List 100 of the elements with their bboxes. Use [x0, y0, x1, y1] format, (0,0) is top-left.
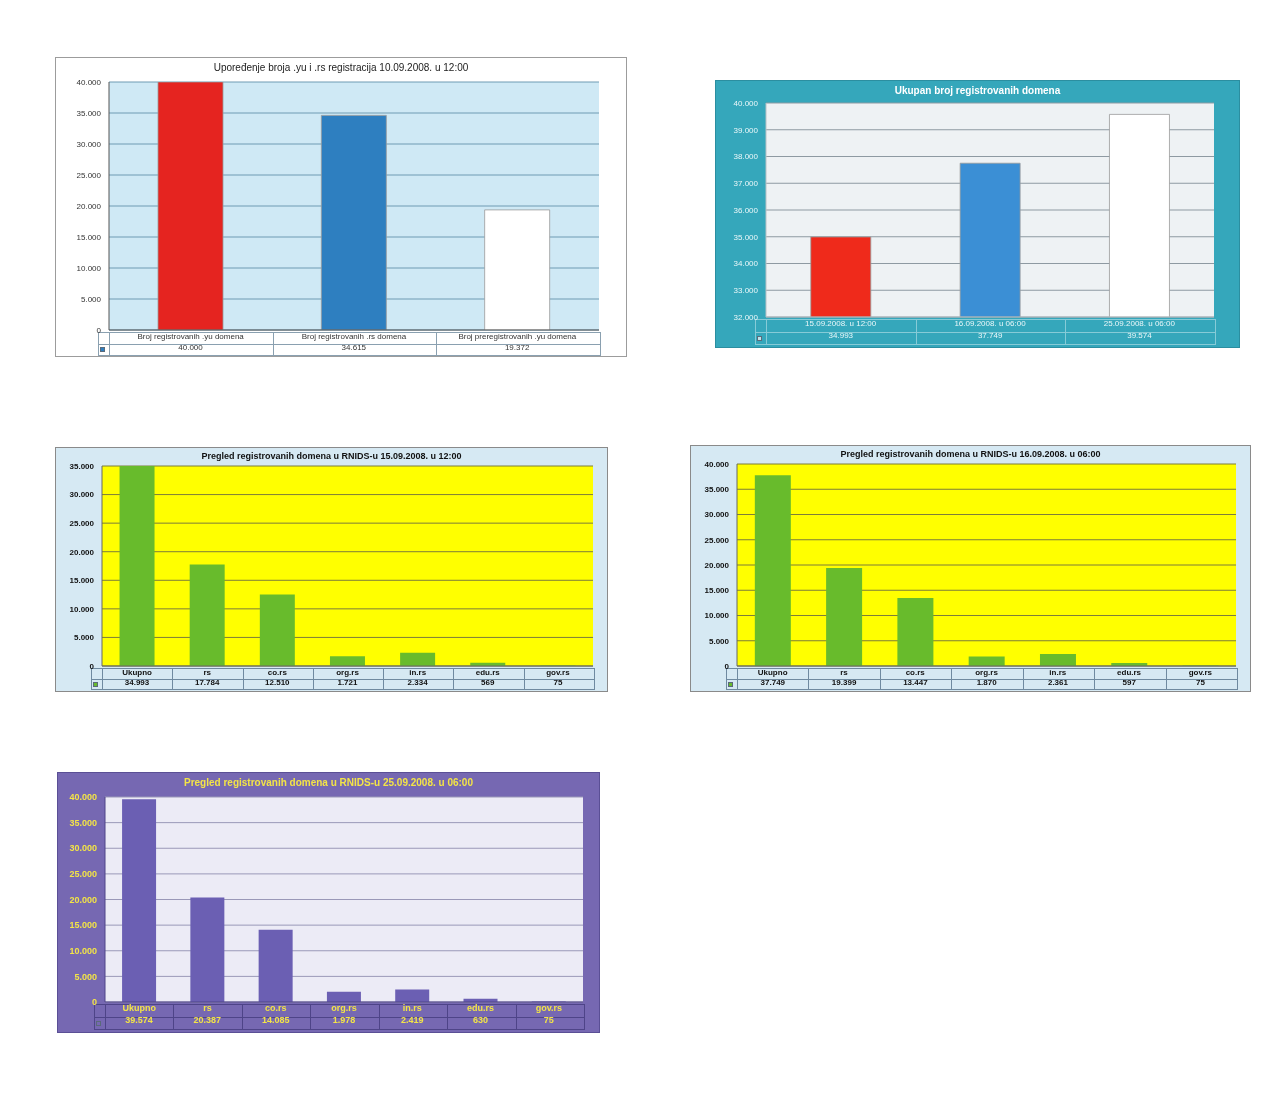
y-tick-label: 35.000 [733, 232, 759, 242]
y-tick-label: 0 [724, 661, 730, 671]
y-tick-label: 35.000 [704, 485, 730, 495]
y-tick-label: 35.000 [76, 108, 102, 118]
data-label: 1.721 [337, 677, 359, 687]
data-label: 75 [543, 1015, 554, 1026]
y-tick-label: 38.000 [733, 152, 759, 162]
data-label: 19.372 [504, 342, 530, 352]
x-tick-label: org.rs [331, 1003, 357, 1014]
x-tick-label: org.rs [336, 667, 360, 677]
data-label: 13.447 [903, 677, 929, 687]
x-tick-label: gov.rs [1188, 667, 1213, 677]
data-label: 2.419 [400, 1015, 424, 1026]
data-label: 75 [1196, 677, 1206, 687]
x-tick-label: co.rs [905, 667, 926, 677]
data-label: 39.574 [1127, 330, 1153, 340]
x-tick-label: org.rs [975, 667, 999, 677]
x-tick-label: co.rs [264, 1003, 287, 1014]
y-tick-label: 39.000 [733, 125, 759, 135]
y-tick-label: 15.000 [704, 586, 730, 596]
x-tick-label: in.rs [409, 667, 427, 677]
data-label: 34.993 [828, 330, 854, 340]
y-tick-label: 0 [96, 325, 102, 335]
data-label: 37.749 [760, 677, 786, 687]
y-tick-label: 25.000 [76, 170, 102, 180]
x-tick-label: edu.rs [1117, 667, 1142, 677]
data-label: 39.574 [125, 1015, 153, 1026]
y-tick-label: 35.000 [69, 461, 95, 471]
x-tick-label: Ukupno [757, 667, 788, 677]
y-tick-label: 30.000 [69, 843, 97, 854]
y-tick-label: 37.000 [733, 179, 759, 189]
chart-title: Pregled registrovanih domena u RNIDS-u 16.09.2008. u 06:00 [840, 449, 1101, 459]
y-tick-label: 30.000 [69, 490, 95, 500]
x-tick-label: Ukupno [122, 1003, 157, 1014]
y-tick-label: 32.000 [733, 312, 759, 322]
y-tick-label: 5.000 [73, 633, 95, 643]
data-label: 34.993 [124, 677, 150, 687]
x-tick-label: Broj preregistrovanih .yu domena [458, 331, 577, 341]
data-label: 2.361 [1047, 677, 1069, 687]
data-label: 20.387 [193, 1015, 222, 1026]
y-tick-label: 30.000 [76, 139, 102, 149]
data-label: 75 [553, 677, 563, 687]
x-tick-label: 15.09.2008. u 12:00 [805, 318, 877, 328]
data-label: 34.615 [341, 342, 367, 352]
x-tick-label: rs [203, 667, 212, 677]
y-tick-label: 10.000 [704, 611, 730, 621]
y-tick-label: 36.000 [733, 205, 759, 215]
y-tick-label: 33.000 [733, 286, 759, 296]
y-tick-label: 35.000 [69, 817, 97, 828]
data-label: 17.784 [194, 677, 220, 687]
x-tick-label: edu.rs [475, 667, 501, 677]
data-label: 2.334 [407, 677, 429, 687]
data-label: 630 [472, 1015, 489, 1026]
data-label: 12.510 [265, 677, 291, 687]
y-tick-label: 25.000 [69, 869, 97, 880]
y-tick-label: 40.000 [76, 77, 102, 87]
x-tick-label: edu.rs [467, 1003, 495, 1014]
data-label: 1.870 [976, 677, 998, 687]
y-tick-label: 20.000 [69, 547, 95, 557]
x-tick-label: rs [840, 667, 849, 677]
y-tick-label: 5.000 [708, 636, 730, 646]
y-tick-label: 20.000 [704, 560, 730, 570]
chart-title: Pregled registrovanih domena u RNIDS-u 25.09.2008. u 06:00 [183, 776, 474, 790]
data-label: 40.000 [178, 342, 204, 352]
x-tick-label: co.rs [267, 667, 288, 677]
y-tick-label: 15.000 [76, 232, 102, 242]
data-label: 37.749 [977, 330, 1003, 340]
y-tick-label: 5.000 [74, 971, 97, 982]
y-tick-label: 15.000 [69, 920, 97, 931]
y-tick-label: 0 [91, 997, 97, 1008]
x-tick-label: gov.rs [546, 667, 571, 677]
x-tick-label: Broj registrovanih .rs domena [301, 331, 407, 341]
x-tick-label: Ukupno [122, 667, 153, 677]
x-tick-label: Broj registrovanih .yu domena [137, 331, 245, 341]
y-tick-label: 10.000 [76, 263, 102, 273]
y-tick-label: 0 [89, 661, 95, 671]
data-label: 569 [481, 677, 495, 687]
y-tick-label: 10.000 [69, 604, 95, 614]
y-tick-label: 10.000 [69, 945, 97, 956]
data-label: 14.085 [261, 1015, 290, 1026]
x-tick-label: gov.rs [535, 1003, 563, 1014]
x-tick-label: in.rs [402, 1003, 422, 1014]
data-label: 597 [1122, 677, 1137, 687]
y-tick-label: 25.000 [69, 518, 95, 528]
y-tick-label: 40.000 [69, 792, 97, 803]
y-tick-label: 40.000 [733, 98, 759, 108]
y-tick-label: 25.000 [704, 535, 730, 545]
y-tick-label: 20.000 [69, 894, 97, 905]
x-tick-label: rs [203, 1003, 212, 1014]
y-tick-label: 34.000 [733, 259, 759, 269]
y-tick-label: 40.000 [704, 459, 730, 469]
x-tick-label: in.rs [1049, 667, 1067, 677]
x-tick-label: 25.09.2008. u 06:00 [1103, 318, 1176, 328]
y-tick-label: 30.000 [704, 510, 730, 520]
chart-title: Upoređenje broja .yu i .rs registracija 10.09.2008. u 12:00 [212, 61, 470, 75]
data-label: 19.399 [831, 677, 857, 687]
data-label: 1.978 [332, 1015, 356, 1026]
x-tick-label: 16.09.2008. u 06:00 [954, 318, 1027, 328]
chart-title: Pregled registrovanih domena u RNIDS-u 15.09.2008. u 12:00 [201, 451, 462, 461]
y-tick-label: 5.000 [80, 294, 102, 304]
